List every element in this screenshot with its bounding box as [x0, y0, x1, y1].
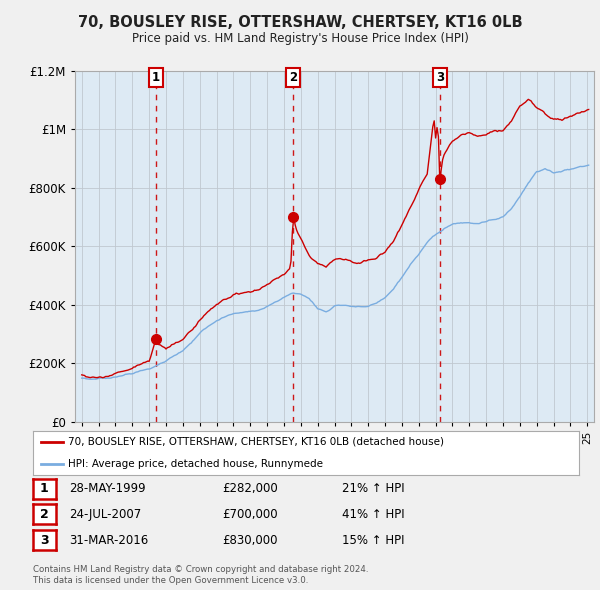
Text: 2: 2 — [289, 71, 297, 84]
Text: This data is licensed under the Open Government Licence v3.0.: This data is licensed under the Open Gov… — [33, 576, 308, 585]
Text: £700,000: £700,000 — [222, 507, 278, 521]
Text: £282,000: £282,000 — [222, 482, 278, 496]
Text: 2: 2 — [40, 507, 49, 521]
Text: 1: 1 — [151, 71, 160, 84]
Text: HPI: Average price, detached house, Runnymede: HPI: Average price, detached house, Runn… — [68, 459, 323, 469]
Text: 15% ↑ HPI: 15% ↑ HPI — [342, 533, 404, 547]
Text: 24-JUL-2007: 24-JUL-2007 — [69, 507, 141, 521]
Text: 3: 3 — [436, 71, 444, 84]
Text: 70, BOUSLEY RISE, OTTERSHAW, CHERTSEY, KT16 0LB (detached house): 70, BOUSLEY RISE, OTTERSHAW, CHERTSEY, K… — [68, 437, 445, 447]
Text: Contains HM Land Registry data © Crown copyright and database right 2024.: Contains HM Land Registry data © Crown c… — [33, 565, 368, 574]
Text: 21% ↑ HPI: 21% ↑ HPI — [342, 482, 404, 496]
Text: 3: 3 — [40, 533, 49, 547]
Text: 70, BOUSLEY RISE, OTTERSHAW, CHERTSEY, KT16 0LB: 70, BOUSLEY RISE, OTTERSHAW, CHERTSEY, K… — [77, 15, 523, 30]
Text: 41% ↑ HPI: 41% ↑ HPI — [342, 507, 404, 521]
Text: £830,000: £830,000 — [222, 533, 277, 547]
Text: 28-MAY-1999: 28-MAY-1999 — [69, 482, 146, 496]
Text: 1: 1 — [40, 482, 49, 496]
Text: 31-MAR-2016: 31-MAR-2016 — [69, 533, 148, 547]
Text: Price paid vs. HM Land Registry's House Price Index (HPI): Price paid vs. HM Land Registry's House … — [131, 32, 469, 45]
